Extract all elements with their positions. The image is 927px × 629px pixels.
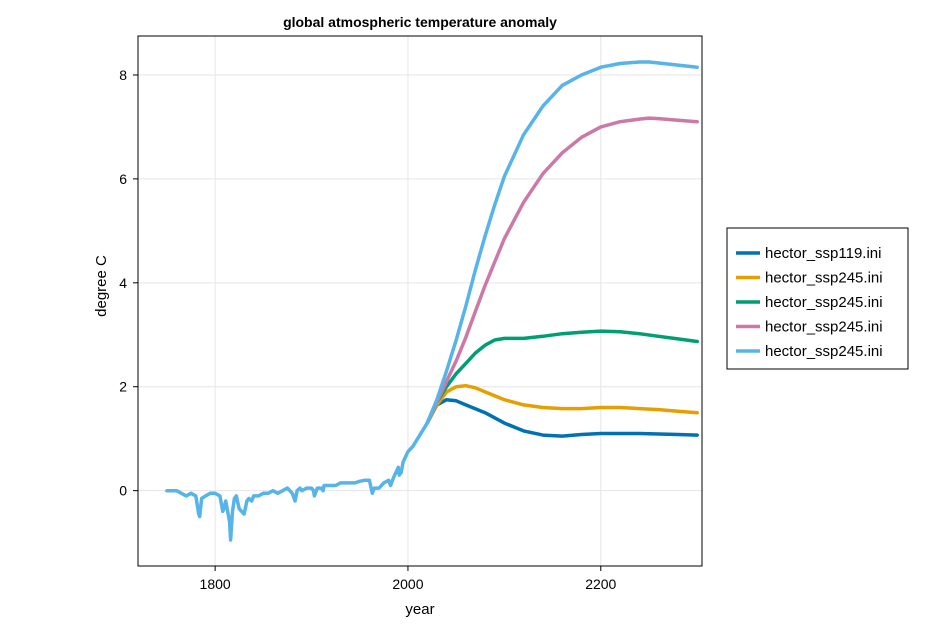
legend-entry-4: hector_ssp245.ini — [765, 319, 883, 336]
legend-entry-5: hector_ssp245.ini — [765, 343, 883, 360]
chart-title: global atmospheric temperature anomaly — [283, 14, 557, 30]
x-tick-label: 2200 — [585, 576, 616, 592]
grid — [138, 36, 702, 566]
historical-series-line — [165, 421, 429, 542]
legend-entry-3: hector_ssp245.ini — [765, 294, 883, 311]
series-line-2 — [425, 383, 699, 425]
y-tick-label: 8 — [119, 67, 127, 83]
y-axis-label: degree C — [93, 255, 110, 317]
series-line-3 — [425, 329, 699, 425]
series-line-4 — [425, 116, 699, 425]
plot-frame — [137, 35, 703, 567]
y-tick-label: 0 — [119, 483, 127, 499]
legend-entry-2: hector_ssp245.ini — [765, 270, 883, 287]
y-tick-label: 4 — [119, 275, 127, 291]
legend-entry-1: hector_ssp119.ini — [765, 245, 881, 262]
x-axis-label: year — [405, 601, 434, 618]
plot-area — [165, 60, 699, 542]
series-line-5 — [425, 60, 699, 425]
series-line-1 — [425, 397, 699, 438]
x-tick-label: 2000 — [392, 576, 423, 592]
y-tick-label: 2 — [119, 379, 127, 395]
x-tick-label: 1800 — [200, 576, 231, 592]
ticks: 1800 2000 2200 0 2 4 6 8 — [119, 67, 616, 592]
y-tick-label: 6 — [119, 171, 127, 187]
legend: hector_ssp119.inihector_ssp245.inihector… — [726, 227, 909, 370]
